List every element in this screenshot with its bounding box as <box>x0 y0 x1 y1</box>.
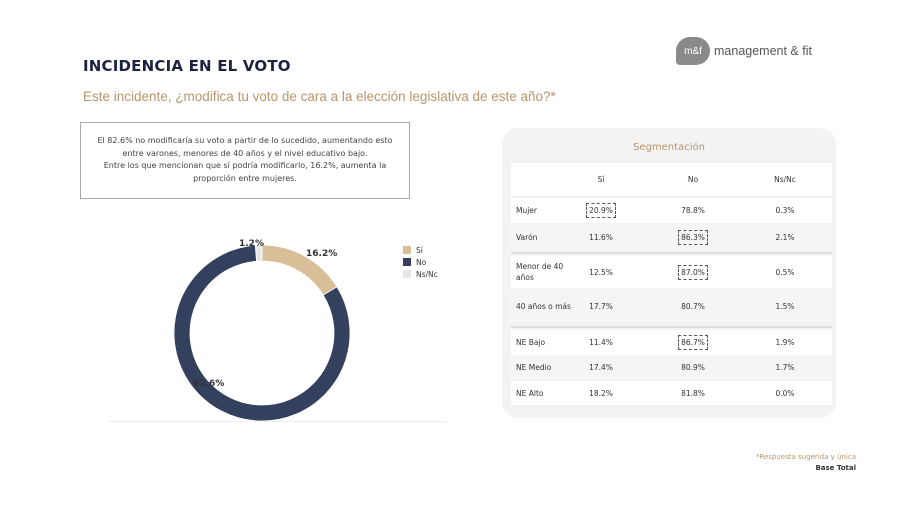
value: 18.2% <box>589 388 613 398</box>
table-row: 40 años o más 17.7% 80.7% 1.5% <box>511 290 832 322</box>
summary-box: El 82.6% no modificaría su voto a partir… <box>80 122 410 199</box>
legend-item: Ns/Nc <box>403 268 438 280</box>
cell: 17.4% <box>576 363 626 372</box>
value: 80.9% <box>681 363 705 372</box>
legend-label: No <box>416 257 427 267</box>
highlighted-value: 86.7% <box>678 335 708 350</box>
row-label: Varón <box>516 232 538 242</box>
footnote-note: *Respuesta sugerida y única <box>755 453 856 461</box>
legend-label: Ns/Nc <box>416 269 438 279</box>
value: 81.8% <box>681 388 705 398</box>
table-header: Sí No Ns/Nc <box>511 163 832 196</box>
cell: 12.5% <box>576 268 626 277</box>
label-nsnc: 1.2% <box>239 239 264 249</box>
donut-slice-nsnc <box>254 244 263 262</box>
value: 17.7% <box>589 301 613 311</box>
label-no: 82.6% <box>193 379 225 389</box>
legend: Sí No Ns/Nc <box>403 244 438 280</box>
cell: 80.9% <box>668 363 718 372</box>
footnote: *Respuesta sugerida y única Base Total <box>756 452 856 474</box>
cell: 18.2% <box>576 389 626 398</box>
value: 0.0% <box>775 388 795 398</box>
table-row: Menor de 40 años 12.5% 87.0% 0.5% <box>511 256 832 288</box>
value: 2.1% <box>775 232 795 242</box>
cell: 0.3% <box>760 206 810 215</box>
logo-mark: m&f <box>676 37 710 65</box>
highlighted-value: 20.9% <box>586 203 616 218</box>
table-row: Varón 11.6% 86.3% 2.1% <box>511 224 832 250</box>
cell: 11.6% <box>576 233 626 242</box>
swatch <box>403 258 411 266</box>
swatch <box>403 246 411 254</box>
legend-item: Sí <box>403 244 438 256</box>
cell: 81.8% <box>668 389 718 398</box>
value: 12.5% <box>589 267 613 277</box>
highlighted-value: 86.3% <box>678 229 708 245</box>
value: 1.5% <box>775 301 795 311</box>
logo: m&f management & fit <box>676 37 812 65</box>
value: 0.5% <box>775 267 795 277</box>
footnote-base: Base Total <box>815 464 856 472</box>
segmentation-title: Segmentación <box>633 142 705 153</box>
cell: 20.9% <box>576 203 626 218</box>
page-title: INCIDENCIA EN EL VOTO <box>83 57 291 75</box>
value: 1.7% <box>775 363 795 372</box>
table-row: Mujer 20.9% 78.8% 0.3% <box>511 198 832 223</box>
legend-label: Sí <box>416 245 423 255</box>
row-label: Menor de 40 años <box>516 262 564 282</box>
cell: 17.7% <box>576 302 626 311</box>
divider <box>108 421 446 422</box>
donut-slice-no <box>173 244 351 422</box>
cell: 2.1% <box>760 233 810 242</box>
group-separator <box>511 326 832 328</box>
row-label: 40 años o más <box>516 301 571 311</box>
value: 11.4% <box>589 338 613 347</box>
cell: 1.5% <box>760 302 810 311</box>
column-header: No <box>687 175 699 184</box>
value: 11.6% <box>589 232 613 242</box>
column-header: Sí <box>597 175 605 184</box>
row-label: NE Bajo <box>516 338 546 347</box>
summary-line: Entre los que mencionan que sí podría mo… <box>103 161 387 183</box>
value: 17.4% <box>589 363 613 372</box>
cell: 1.9% <box>760 338 810 347</box>
table-row: NE Alto 18.2% 81.8% 0.0% <box>511 381 832 405</box>
summary-line: El 82.6% no modificaría su voto a partir… <box>97 136 393 158</box>
value: 1.9% <box>775 338 795 347</box>
cell: 80.7% <box>668 302 718 311</box>
cell: 78.8% <box>668 206 718 215</box>
table-row: NE Bajo 11.4% 86.7% 1.9% <box>511 330 832 355</box>
group-separator <box>511 252 832 254</box>
cell: 0.5% <box>760 268 810 277</box>
value: 78.8% <box>681 206 705 215</box>
cell: 87.0% <box>668 264 718 280</box>
label-si: 16.2% <box>306 249 338 259</box>
cell: 1.7% <box>760 363 810 372</box>
row-label: NE Medio <box>516 363 552 372</box>
row-label: Mujer <box>516 206 538 215</box>
cell: 0.0% <box>760 389 810 398</box>
table-row: NE Medio 17.4% 80.9% 1.7% <box>511 355 832 380</box>
column-header: Ns/Nc <box>774 175 796 184</box>
question: Este incidente, ¿modifica tu voto de car… <box>83 89 556 104</box>
highlighted-value: 87.0% <box>678 264 708 280</box>
value: 80.7% <box>681 301 705 311</box>
cell: 11.4% <box>576 338 626 347</box>
value: 0.3% <box>775 206 795 215</box>
legend-item: No <box>403 256 438 268</box>
cell: 86.3% <box>668 229 718 245</box>
swatch <box>403 270 411 278</box>
logo-text: management & fit <box>714 44 812 58</box>
cell: 86.7% <box>668 335 718 350</box>
row-label: NE Alto <box>516 388 544 398</box>
